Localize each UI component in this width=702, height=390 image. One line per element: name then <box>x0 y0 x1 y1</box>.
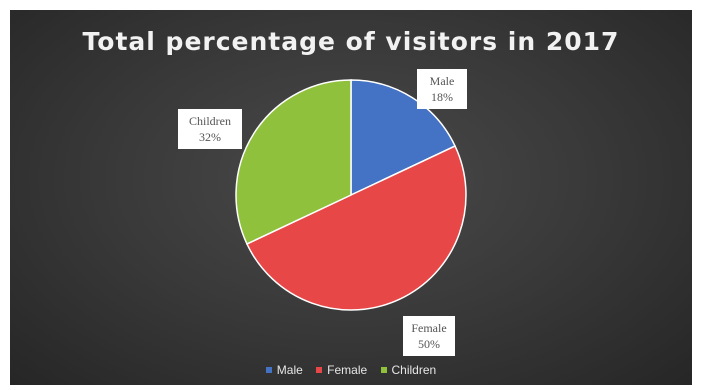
legend-swatch-children <box>380 366 387 373</box>
data-label-category-male: Male <box>430 74 455 88</box>
legend-item-male: Male <box>265 363 303 377</box>
data-label-category-children: Children <box>189 114 231 128</box>
data-label-category-female: Female <box>411 321 446 335</box>
data-label-female: Female 50% <box>403 316 455 356</box>
data-label-box-children <box>178 109 242 149</box>
data-label-children: Children 32% <box>178 109 242 149</box>
legend-label-children: Children <box>391 363 437 377</box>
legend-label-female: Female <box>327 363 368 377</box>
data-label-box-male <box>417 69 467 109</box>
legend: Male Female Children <box>10 363 692 377</box>
pie-slice-children <box>235 79 352 245</box>
chart-frame: Total percentage of visitors in 2017 Mal… <box>10 10 692 385</box>
pie-slice-female <box>245 145 467 311</box>
legend-item-children: Children <box>380 363 437 377</box>
pie-slice-male <box>350 79 457 197</box>
legend-item-female: Female <box>316 363 367 377</box>
data-label-value-female: 50% <box>418 337 440 351</box>
data-label-male: Male 18% <box>417 69 467 109</box>
chart-title: Total percentage of visitors in 2017 <box>82 27 620 56</box>
data-label-value-male: 18% <box>431 90 453 104</box>
legend-swatch-female <box>316 366 323 373</box>
pie-plot: Male 18% Female 50% Children 32% <box>178 69 467 356</box>
data-label-box-female <box>403 316 455 356</box>
legend-label-male: Male <box>276 363 303 377</box>
data-label-value-children: 32% <box>199 130 221 144</box>
legend-swatch-male <box>265 366 272 373</box>
